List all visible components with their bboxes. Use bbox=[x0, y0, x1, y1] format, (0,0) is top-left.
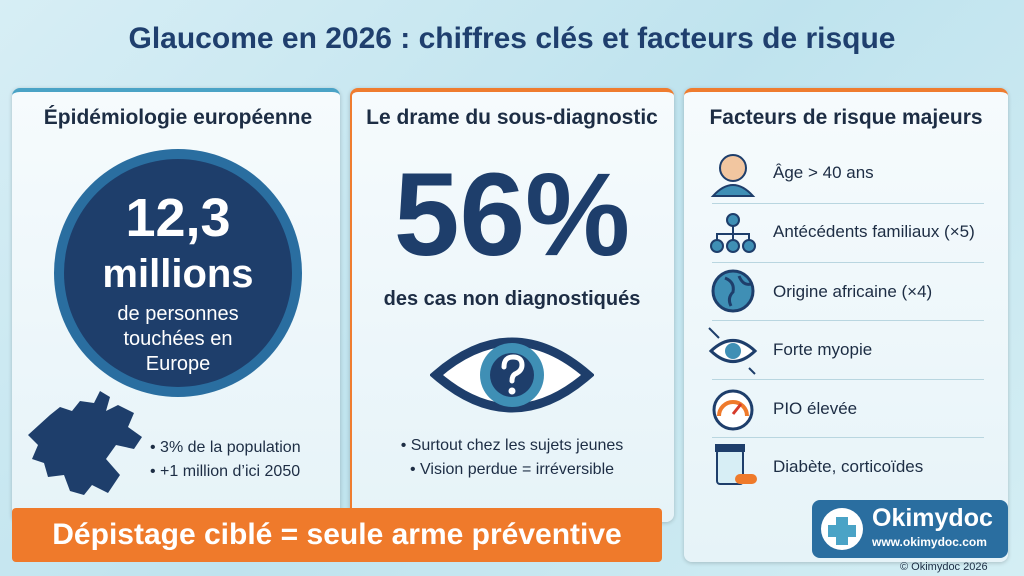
panel-heading: Le drame du sous-diagnostic bbox=[366, 106, 658, 129]
percent-caption: des cas non diagnostiqués bbox=[383, 288, 641, 310]
logo-url: www.okimydoc.com bbox=[872, 535, 987, 549]
icon-age bbox=[710, 154, 756, 197]
icon-pressure bbox=[712, 389, 754, 431]
icon-globe bbox=[711, 269, 755, 313]
big-unit: millions bbox=[102, 252, 254, 296]
risk-item: PIO élevée bbox=[773, 399, 858, 418]
icon-family bbox=[710, 213, 756, 253]
question-mark bbox=[501, 354, 525, 384]
logo-cross bbox=[828, 517, 856, 545]
copyright: © Okimydoc 2026 bbox=[900, 561, 988, 573]
panel-heading: Épidémiologie européenne bbox=[43, 106, 313, 129]
circle-caption: de personnes touchées en Europe bbox=[12, 302, 344, 377]
logo-name: Okimydoc bbox=[872, 504, 993, 532]
separator bbox=[712, 437, 984, 438]
caption-line: de personnes bbox=[117, 303, 239, 325]
panel-heading: Facteurs de risque majeurs bbox=[709, 106, 983, 129]
bullet: • Vision perdue = irréversible bbox=[409, 461, 615, 478]
risk-item: Diabète, corticoïdes bbox=[773, 457, 924, 476]
separator bbox=[712, 379, 984, 380]
caption-line: Europe bbox=[145, 353, 211, 375]
europe-map bbox=[28, 391, 142, 495]
caption-line: touchées en bbox=[123, 328, 233, 350]
icon-medication bbox=[715, 444, 757, 485]
big-percent: 56% bbox=[393, 149, 631, 281]
separator bbox=[712, 203, 984, 204]
circle-core bbox=[64, 159, 292, 387]
banner: Dépistage ciblé = seule arme préventive bbox=[12, 508, 662, 562]
eye-icon bbox=[430, 337, 594, 413]
separator bbox=[712, 320, 984, 321]
panel-underdiagnosis bbox=[350, 88, 674, 522]
bullet-list: • 3% de la population • +1 million d’ici… bbox=[150, 436, 301, 484]
risk-item: Antécédents familiaux (×5) bbox=[773, 222, 975, 241]
risk-icons bbox=[708, 154, 758, 485]
bullet-list: • Surtout chez les sujets jeunes • Visio… bbox=[350, 434, 674, 482]
risk-item: Origine africaine (×4) bbox=[773, 282, 933, 301]
risk-item: Forte myopie bbox=[773, 340, 873, 359]
bullet: • 3% de la population bbox=[150, 439, 301, 456]
question-dot bbox=[508, 387, 516, 395]
big-number: 12,3 bbox=[125, 188, 231, 248]
logo-icon bbox=[821, 508, 863, 550]
bullet: • +1 million d’ici 2050 bbox=[150, 463, 301, 480]
icon-myopia bbox=[708, 327, 758, 375]
separator bbox=[712, 262, 984, 263]
risk-item: Âge > 40 ans bbox=[773, 163, 874, 182]
panel-1-graphics bbox=[28, 149, 302, 495]
bullet: • Surtout chez les sujets jeunes bbox=[400, 437, 624, 454]
page-title: Glaucome en 2026 : chiffres clés et fact… bbox=[128, 22, 896, 55]
